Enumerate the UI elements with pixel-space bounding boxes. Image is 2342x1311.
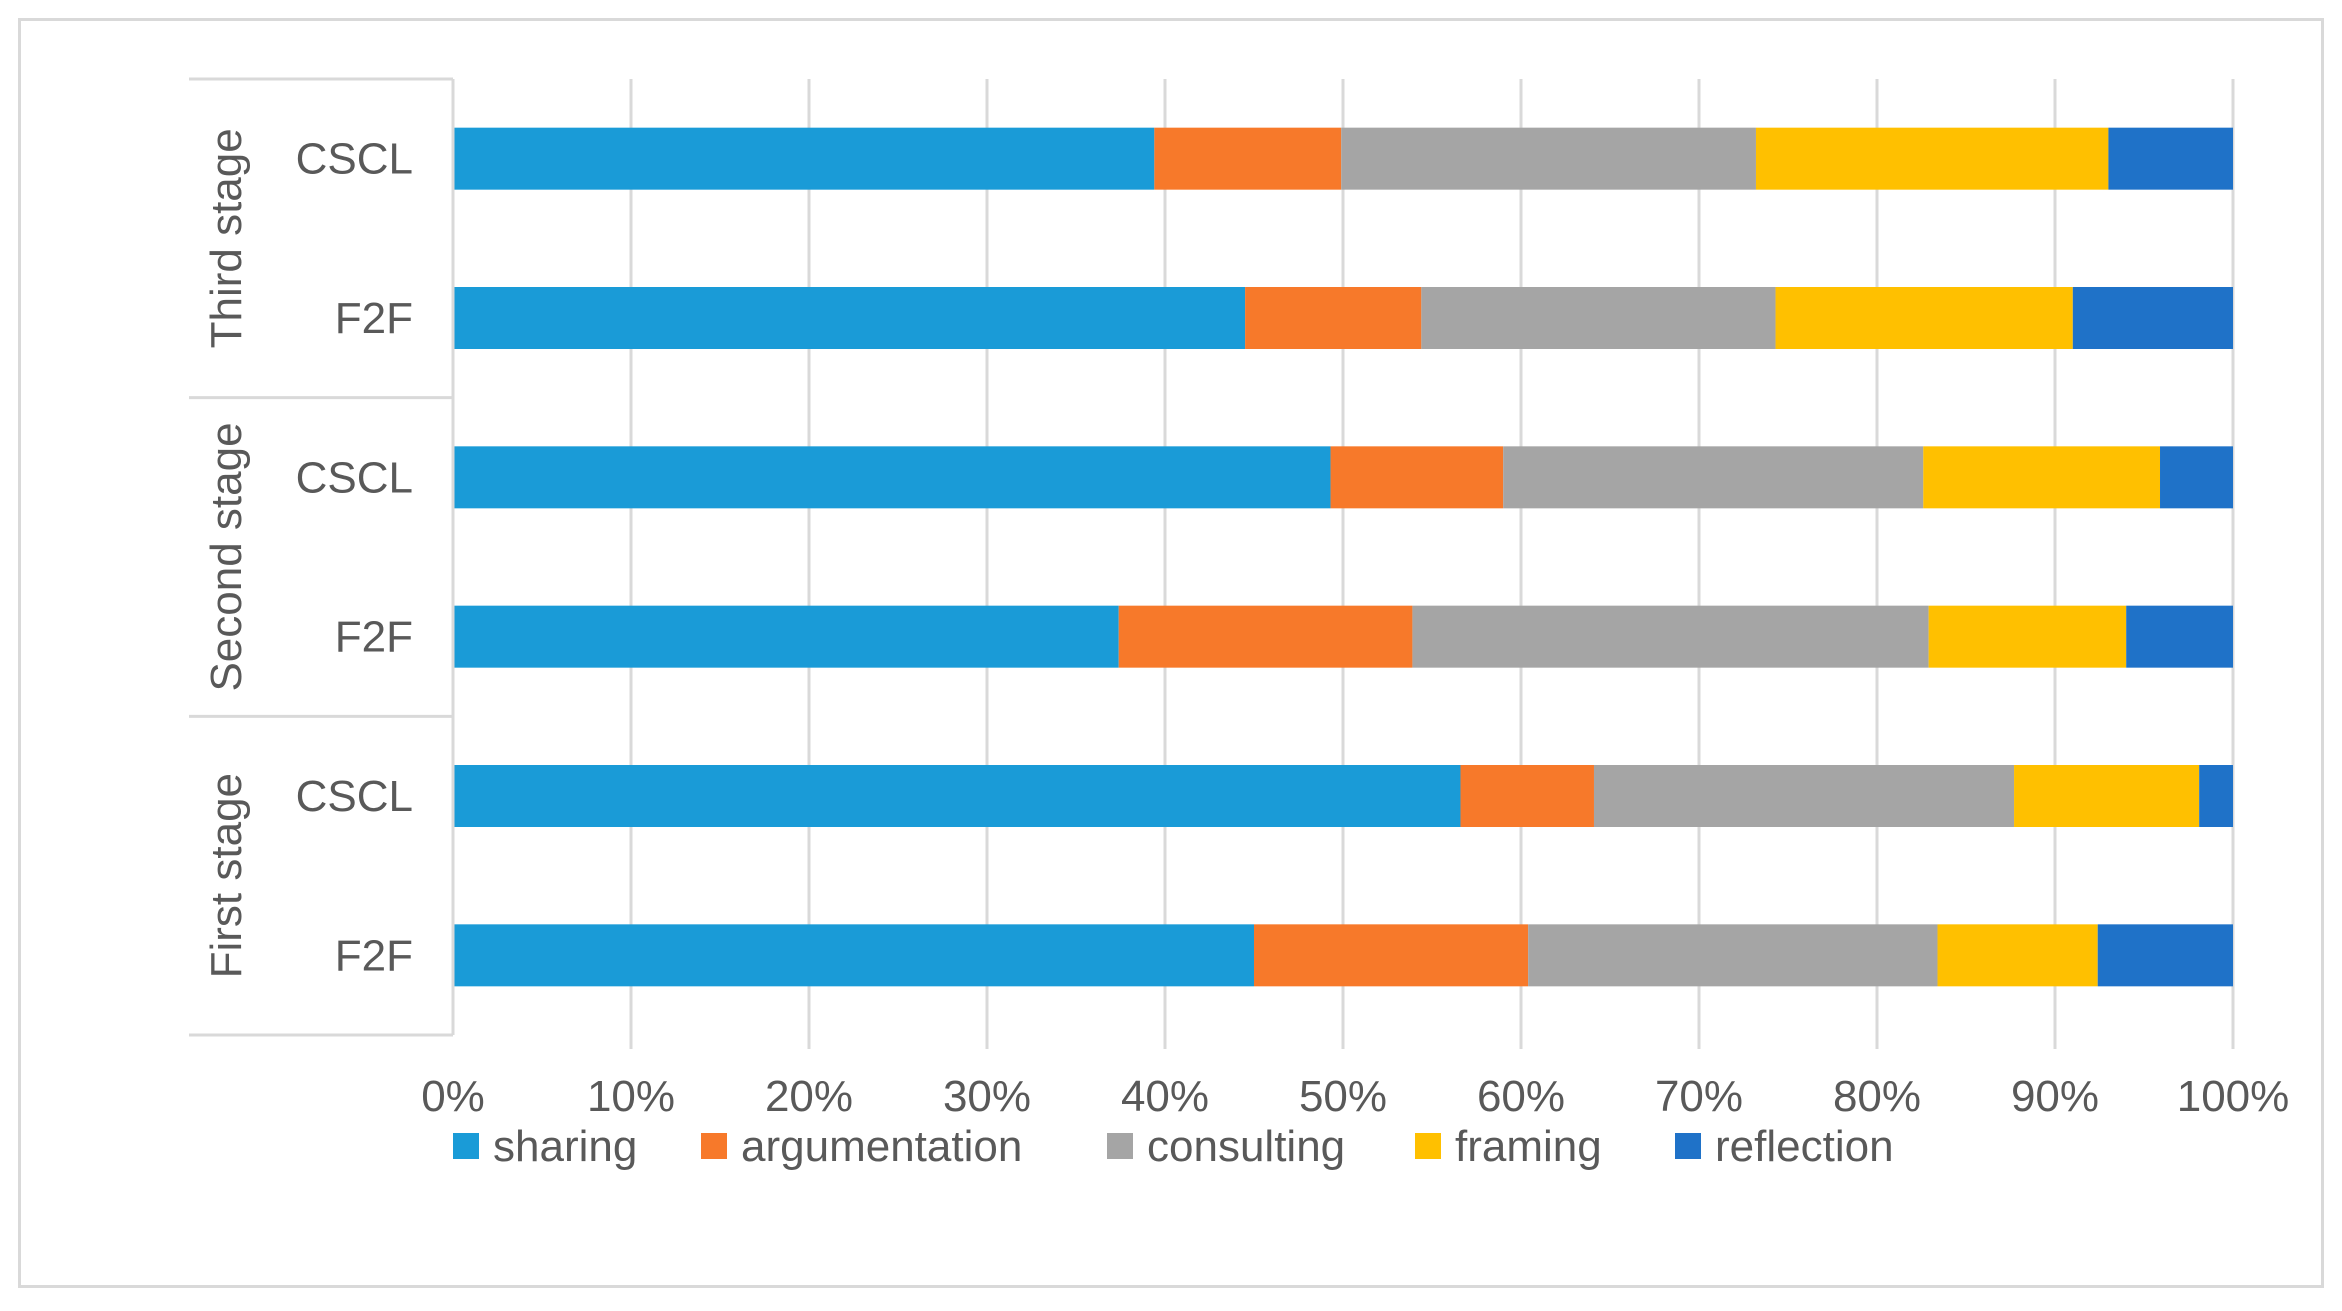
group-label: Third stage [202,128,251,348]
bar-consulting-first-stage-f2f[interactable] [1528,924,1938,987]
x-tick-label: 20% [765,1072,853,1121]
category-label: CSCL [296,772,413,821]
category-label: CSCL [296,453,413,502]
bar-framing-first-stage-cscl[interactable] [2014,765,2200,827]
bar-reflection-third-stage-f2f[interactable] [2072,287,2233,349]
x-tick-label: 10% [587,1072,675,1121]
bar-sharing-second-stage-cscl[interactable] [453,446,1331,509]
x-tick-label: 100% [2177,1072,2290,1121]
bar-sharing-first-stage-f2f[interactable] [453,924,1254,987]
legend-swatch-consulting [1107,1133,1133,1159]
bar-argumentation-first-stage-cscl[interactable] [1460,765,1594,827]
category-label: F2F [335,294,413,343]
bar-consulting-second-stage-cscl[interactable] [1503,446,1924,509]
bar-reflection-first-stage-f2f[interactable] [2097,924,2233,987]
chart-frame: 0% 10% 20% 30% 40% 50% 60% 70% 80% 90% 100% CSCL F2F… [18,18,2324,1288]
x-tick-label: 80% [1833,1072,1921,1121]
bar-reflection-second-stage-cscl[interactable] [2160,446,2233,509]
bar-argumentation-third-stage-cscl[interactable] [1154,127,1342,190]
bar-framing-first-stage-f2f[interactable] [1937,924,2098,987]
bar-consulting-first-stage-cscl[interactable] [1593,765,2015,827]
bar-argumentation-first-stage-f2f[interactable] [1254,924,1529,987]
group-label: Second stage [202,422,251,691]
group-label: First stage [202,773,251,978]
bar-sharing-first-stage-cscl[interactable] [453,765,1461,827]
bar-reflection-third-stage-cscl[interactable] [2108,127,2233,190]
bar-argumentation-second-stage-f2f[interactable] [1118,605,1413,668]
legend-label-reflection: reflection [1715,1122,1894,1171]
bar-reflection-second-stage-f2f[interactable] [2126,605,2233,668]
x-tick-label: 30% [943,1072,1031,1121]
bar-reflection-first-stage-cscl[interactable] [2199,765,2233,827]
legend-label-framing: framing [1455,1122,1602,1171]
x-tick-label: 60% [1477,1072,1565,1121]
legend-label-consulting: consulting [1147,1122,1345,1171]
bar-framing-second-stage-cscl[interactable] [1923,446,2161,509]
stacked-bar-chart: 0% 10% 20% 30% 40% 50% 60% 70% 80% 90% 100% CSCL F2F… [189,77,2290,1171]
bar-sharing-second-stage-f2f[interactable] [453,605,1119,668]
bar-consulting-third-stage-cscl[interactable] [1341,127,1756,190]
bar-argumentation-second-stage-cscl[interactable] [1330,446,1504,509]
bar-framing-third-stage-cscl[interactable] [1755,127,2109,190]
x-tick-label: 70% [1655,1072,1743,1121]
category-label: F2F [335,613,413,662]
x-tick-label: 90% [2011,1072,2099,1121]
legend-swatch-sharing [453,1133,479,1159]
category-label: CSCL [296,135,413,184]
bar-consulting-second-stage-f2f[interactable] [1412,605,1929,668]
legend-label-argumentation: argumentation [741,1122,1022,1171]
legend-swatch-framing [1415,1133,1441,1159]
legend-swatch-argumentation [701,1133,727,1159]
bar-framing-third-stage-f2f[interactable] [1775,287,2073,349]
legend-label-sharing: sharing [493,1122,637,1171]
x-tick-label: 0% [421,1072,485,1121]
bar-consulting-third-stage-f2f[interactable] [1421,287,1776,349]
bar-sharing-third-stage-f2f[interactable] [453,287,1246,349]
x-tick-label: 50% [1299,1072,1387,1121]
bar-sharing-third-stage-cscl[interactable] [453,127,1155,190]
category-label: F2F [335,931,413,980]
x-tick-label: 40% [1121,1072,1209,1121]
bar-argumentation-third-stage-f2f[interactable] [1245,287,1422,349]
bar-framing-second-stage-f2f[interactable] [1928,605,2127,668]
legend-swatch-reflection [1675,1133,1701,1159]
